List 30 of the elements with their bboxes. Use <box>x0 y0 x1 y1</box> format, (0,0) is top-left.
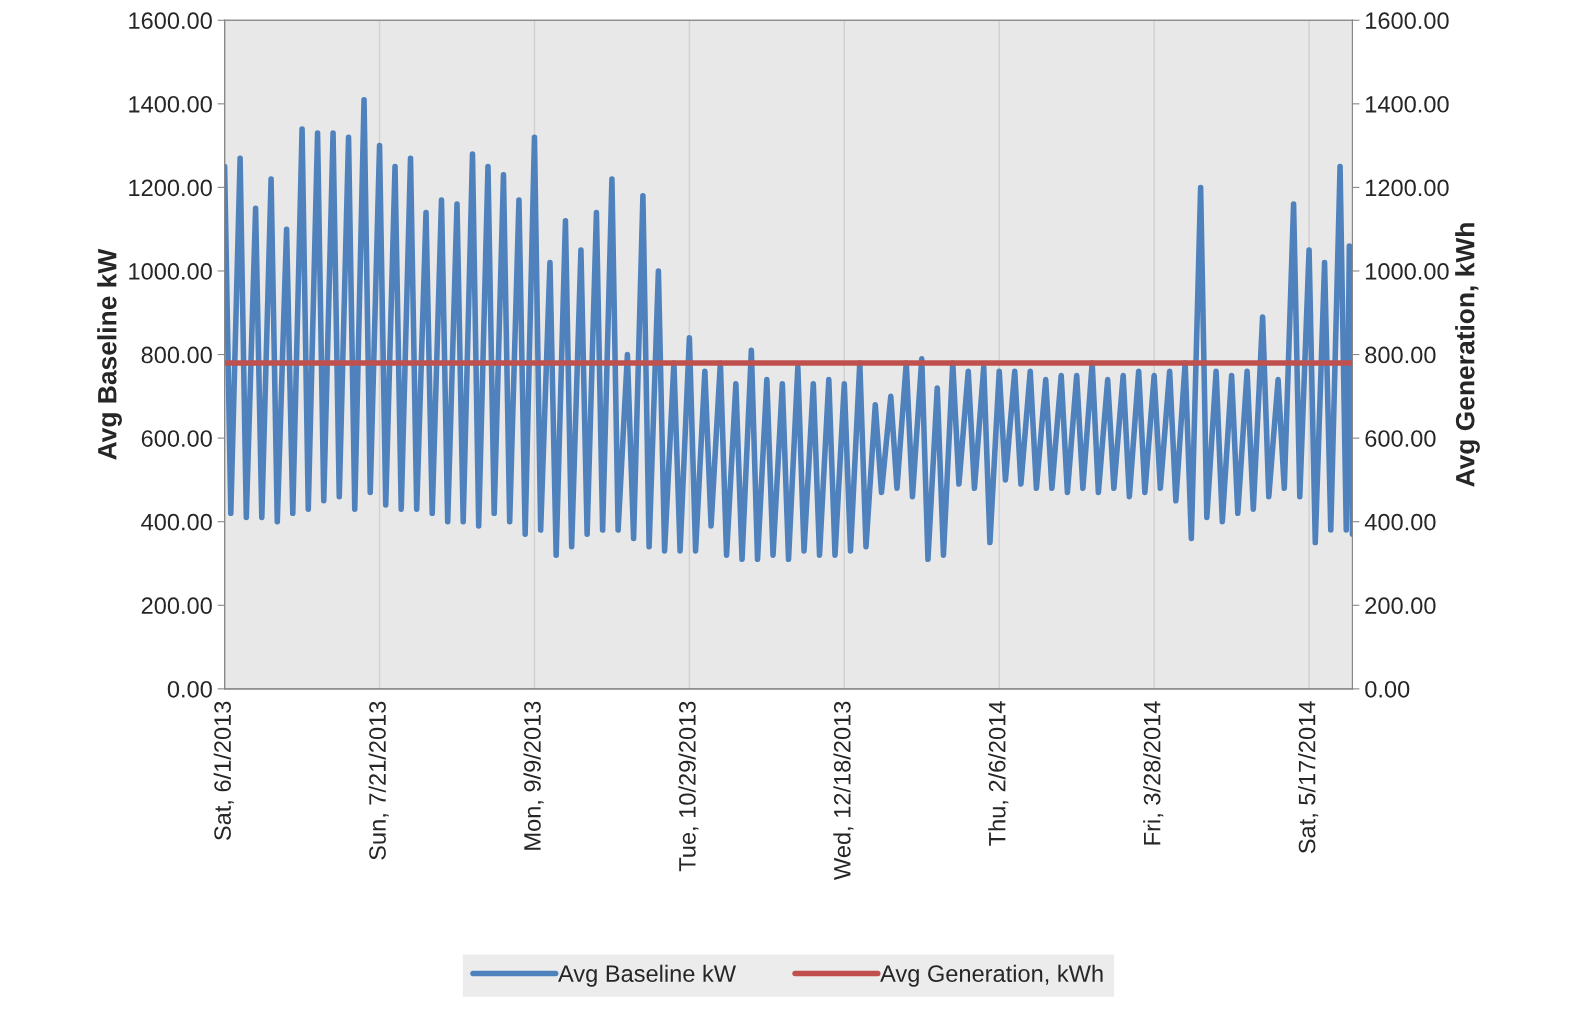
y2-axis-title: Avg Generation, kWh <box>1455 223 1480 487</box>
x-tick-label: Wed, 12/18/2013 <box>833 701 854 880</box>
y2-tick-label: 1000.00 <box>1366 263 1449 280</box>
y-tick-label: 200.00 <box>141 597 212 615</box>
x-tick-label: Sat, 6/1/2013 <box>213 701 234 841</box>
y2-tick-label: 1400.00 <box>1366 95 1449 113</box>
x-tick-label: Sun, 7/21/2013 <box>368 701 389 860</box>
y-tick-label: 800.00 <box>141 346 212 364</box>
y-tick-label: 1600.00 <box>129 12 212 30</box>
y-tick-label: 1400.00 <box>129 95 212 113</box>
legend-label: Avg Baseline kW <box>558 964 736 987</box>
y2-tick-label: 600.00 <box>1365 430 1436 447</box>
y2-tick-label: 1200.00 <box>1366 179 1449 197</box>
y2-tick-label: 800.00 <box>1365 346 1436 364</box>
y2-tick-label: 200.00 <box>1365 597 1436 615</box>
y-axis-title: Avg Baseline kW <box>97 248 122 460</box>
y-tick-label: 600.00 <box>141 430 212 447</box>
x-tick-label: Sat, 5/17/2014 <box>1298 701 1319 854</box>
y2-tick-label: 0.00 <box>1365 680 1410 698</box>
legend-label: Avg Generation, kWh <box>880 964 1103 987</box>
y2-tick-label: 400.00 <box>1364 513 1436 531</box>
y-tick-label: 1000.00 <box>129 263 212 280</box>
y-tick-label: 400.00 <box>141 513 212 531</box>
x-tick-label: Tue, 10/29/2013 <box>678 701 699 872</box>
y-tick-label: 1200.00 <box>129 179 212 197</box>
x-tick-label: Thu, 2/6/2014 <box>988 701 1009 846</box>
x-tick-label: Fri, 3/28/2014 <box>1143 701 1164 845</box>
x-tick-label: Mon, 9/9/2013 <box>523 701 544 850</box>
y2-tick-label: 1600.00 <box>1366 12 1449 30</box>
y-tick-label: 0.00 <box>167 680 212 698</box>
